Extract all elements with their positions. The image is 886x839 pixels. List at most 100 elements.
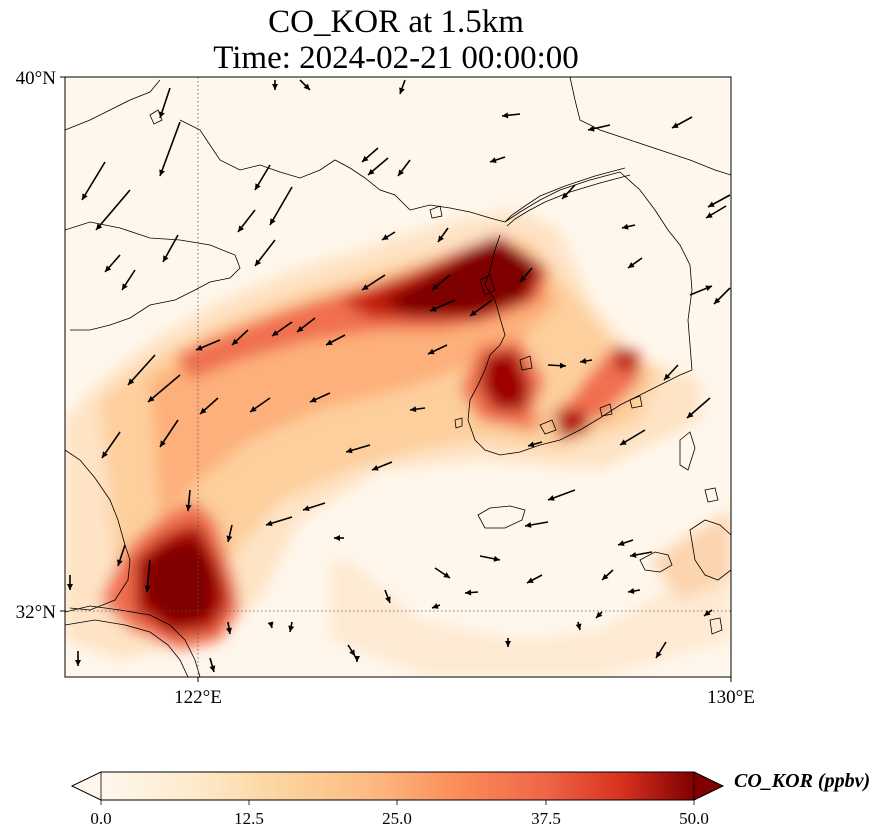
colorbar-label: CO_KOR (ppbv) (734, 770, 870, 792)
wind-vectors (67, 79, 731, 673)
wind-arrow (267, 621, 274, 629)
wind-arrow (587, 124, 611, 132)
wind-arrow (199, 397, 219, 415)
wind-arrow (617, 539, 634, 546)
lat-tick-32N: 32°N (16, 602, 57, 623)
wind-arrow (265, 516, 293, 527)
wind-arrow (237, 209, 256, 233)
wind-arrow (627, 257, 643, 269)
wind-arrow (526, 574, 543, 584)
wind-arrow (689, 285, 713, 296)
wind-arrow (121, 269, 136, 291)
wind-arrow (627, 588, 641, 594)
wind-arrow (367, 157, 389, 176)
wind-arrow (254, 164, 271, 191)
wind-arrow (579, 358, 593, 364)
wind-arrow (397, 159, 411, 177)
wind-arrow (381, 231, 396, 241)
wind-arrow (429, 299, 456, 312)
axis-ticks: 40°N 32°N 122°E 130°E (16, 68, 755, 708)
wind-arrow (147, 374, 181, 403)
wind-arrow (159, 121, 181, 177)
wind-arrow (501, 112, 521, 119)
wind-arrow (67, 575, 73, 590)
wind-arrow (437, 227, 449, 243)
wind-arrow (272, 80, 278, 90)
wind-arrow (249, 397, 271, 413)
wind-arrow (144, 559, 151, 593)
colorbar-gradient (101, 772, 694, 800)
colorbar-extend-max (693, 771, 724, 801)
wind-arrow (713, 287, 731, 305)
map-panel (64, 76, 732, 678)
wind-arrow (686, 397, 711, 419)
wind-arrow (75, 651, 81, 666)
wind-arrow (371, 461, 393, 471)
wind-arrow (162, 234, 179, 263)
wind-arrow (575, 621, 582, 631)
wind-arrow (399, 79, 406, 95)
wind-arrow (159, 87, 171, 119)
wind-arrow (325, 334, 346, 346)
wind-arrow (354, 656, 360, 662)
colorbar: 0.0 12.5 25.0 37.5 50.0 CO_KOR (ppbv) (70, 770, 870, 828)
lon-tick-130E: 130°E (707, 687, 755, 708)
colorbar-extend-min (71, 771, 102, 801)
wind-arrow (547, 362, 567, 369)
wind-arrow (655, 641, 667, 659)
wind-arrow (464, 589, 479, 596)
wind-arrow (159, 419, 179, 448)
wind-arrow (601, 569, 614, 581)
wind-arrow (547, 489, 576, 501)
wind-arrow (299, 79, 311, 91)
wind-arrow (361, 147, 379, 163)
wind-arrow (671, 116, 693, 129)
lat-tick-40N: 40°N (16, 68, 57, 89)
wind-arrow (296, 317, 316, 333)
colorbar-tick-4: 50.0 (679, 809, 709, 828)
wind-arrow (505, 638, 511, 647)
wind-arrow (705, 205, 727, 219)
colorbar-tick-2: 25.0 (382, 809, 412, 828)
wind-arrow (195, 339, 221, 351)
wind-arrow (269, 186, 293, 226)
wind-arrow (231, 329, 249, 346)
wind-arrow (431, 603, 441, 609)
wind-arrow (209, 657, 216, 673)
map-frame (64, 76, 732, 678)
wind-arrow (309, 392, 331, 403)
wind-arrow (489, 156, 506, 163)
wind-arrow (595, 611, 603, 619)
wind-arrow (621, 223, 636, 230)
wind-arrow (561, 184, 576, 200)
wind-arrow (81, 161, 106, 201)
wind-arrow (185, 489, 192, 512)
wind-arrow (254, 239, 276, 267)
wind-arrow (619, 429, 646, 446)
wind-arrow (409, 406, 426, 413)
wind-arrow (384, 589, 391, 604)
wind-arrow (345, 444, 371, 454)
colorbar-tick-3: 37.5 (531, 809, 561, 828)
wind-arrow (334, 535, 344, 541)
plot-title-line1: CO_KOR at 1.5km (268, 4, 524, 40)
wind-arrow (469, 299, 493, 317)
wind-arrow (104, 254, 121, 273)
wind-arrow (226, 621, 232, 635)
wind-arrow (434, 567, 451, 579)
lon-tick-122E: 122°E (174, 687, 222, 708)
wind-arrow (629, 551, 653, 558)
plot-title-line2: Time: 2024-02-21 00:00:00 (213, 40, 579, 76)
gridlines (65, 77, 731, 677)
wind-arrow (347, 644, 356, 657)
wind-arrow (427, 344, 448, 355)
wind-arrow (117, 544, 126, 567)
wind-arrow (271, 321, 293, 337)
wind-arrow (524, 521, 549, 528)
wind-arrow (707, 194, 731, 208)
wind-arrow (95, 189, 131, 231)
wind-arrow (519, 267, 533, 283)
wind-arrow (101, 431, 121, 459)
wind-arrow (361, 274, 386, 291)
wind-arrow (226, 524, 233, 543)
